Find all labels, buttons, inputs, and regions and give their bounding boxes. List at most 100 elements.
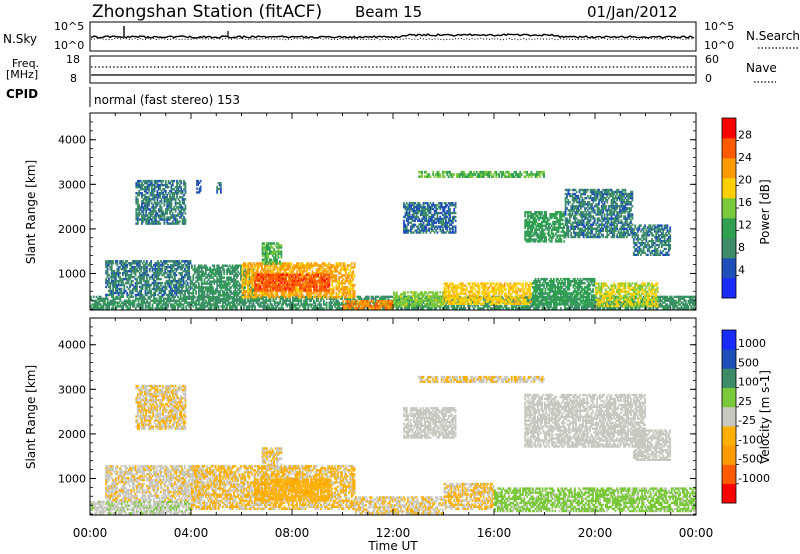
heatmap-cell <box>307 274 309 276</box>
heatmap-cell <box>161 282 163 284</box>
heatmap-cell <box>368 296 370 298</box>
heatmap-cell <box>151 202 153 204</box>
heatmap-cell <box>187 282 189 284</box>
heatmap-cell <box>135 300 137 302</box>
noise-sky-line <box>91 34 694 38</box>
heatmap-cell <box>142 294 144 296</box>
heatmap-cell <box>329 274 331 276</box>
heatmap-cell <box>150 260 152 262</box>
frequency-panel-frame <box>90 56 696 83</box>
heatmap-cell <box>235 298 237 300</box>
heatmap-cell <box>194 265 196 267</box>
heatmap-cell <box>145 298 147 300</box>
noise-right-tick-top: 10^5 <box>704 20 734 33</box>
heatmap-cell <box>191 265 193 267</box>
heatmap-cell <box>160 278 162 280</box>
beam-label: Beam 15 <box>355 3 422 21</box>
heatmap-cell <box>306 277 308 279</box>
heatmap-cell <box>465 307 467 309</box>
heatmap-cell <box>317 274 319 276</box>
heatmap-cell <box>112 260 114 262</box>
heatmap-cell <box>291 262 293 264</box>
heatmap-cell <box>223 276 225 278</box>
noise-search-line <box>91 38 694 39</box>
heatmap-cell <box>326 302 328 304</box>
heatmap-cell <box>281 250 283 252</box>
heatmap-cell <box>354 284 356 286</box>
noise-right-tick-bottom: 10^0 <box>704 39 734 52</box>
freq-tick-top: 18 <box>66 53 80 66</box>
heatmap-cell <box>354 262 356 264</box>
heatmap-cell <box>278 296 280 298</box>
heatmap-cell <box>190 260 192 262</box>
heatmap-cell <box>299 274 301 276</box>
heatmap-cell <box>323 307 325 309</box>
heatmap-cell <box>560 307 562 309</box>
heatmap-cell <box>148 188 150 190</box>
heatmap-cell <box>352 270 354 272</box>
heatmap-cell <box>354 274 356 276</box>
heatmap-cell <box>354 290 356 292</box>
noise-panel: N.Sky 10^5 10^0 10^5 10^0 N.Search <box>3 20 800 52</box>
heatmap-cell <box>212 286 214 288</box>
date-label: 01/Jan/2012 <box>587 3 678 21</box>
station-title: Zhongshan Station (fitACF) <box>92 2 322 22</box>
heatmap-cell <box>137 220 139 222</box>
heatmap-cell <box>151 180 153 182</box>
heatmap-cell <box>508 307 510 309</box>
heatmap-cell <box>303 296 305 298</box>
heatmap-cell <box>310 300 312 302</box>
heatmap-cell <box>260 285 262 287</box>
heatmap-cell <box>223 269 225 271</box>
heatmap-cell <box>279 300 281 302</box>
heatmap-cell <box>132 280 134 282</box>
heatmap-cell <box>277 292 279 294</box>
heatmap-cell <box>116 260 118 262</box>
heatmap-cell <box>320 303 322 305</box>
heatmap-cell <box>401 307 403 309</box>
heatmap-cell <box>132 296 134 298</box>
heatmap-cell <box>281 263 283 265</box>
heatmap-cell <box>204 298 206 300</box>
noise-left-tick-bottom: 10^0 <box>54 39 84 52</box>
heatmap-cell <box>121 288 123 290</box>
noise-left-tick-top: 10^5 <box>54 20 84 33</box>
heatmap-cell <box>323 300 325 302</box>
heatmap-cell <box>281 244 283 246</box>
heatmap-cell <box>310 289 312 291</box>
heatmap-cell <box>107 298 109 300</box>
heatmap-cell <box>344 262 346 264</box>
heatmap-cell <box>190 276 192 278</box>
heatmap-cell <box>93 296 95 298</box>
heatmap-cell <box>270 300 272 302</box>
nave-tick-top: 60 <box>705 53 719 66</box>
heatmap-cell <box>282 307 284 309</box>
nave-label: Nave <box>746 61 777 75</box>
nave-tick-bottom: 0 <box>705 72 712 85</box>
power-heatmap-cells <box>90 171 696 310</box>
heatmap-cell <box>218 305 220 307</box>
heatmap-cell <box>491 307 493 309</box>
cpid-panel: CPID normal (fast stereo) 153 <box>6 87 240 107</box>
heatmap-cell <box>104 300 106 302</box>
heatmap-cell <box>138 300 140 302</box>
heatmap-cell <box>276 259 278 261</box>
heatmap-cell <box>340 262 342 264</box>
cpid-text: normal (fast stereo) 153 <box>94 93 240 107</box>
heatmap-cell <box>351 262 353 264</box>
heatmap-cell <box>148 204 150 206</box>
freq-tick-bottom: 8 <box>70 72 77 85</box>
heatmap-cell <box>137 198 139 200</box>
heatmap-cell <box>320 300 322 302</box>
heatmap-cell <box>306 300 308 302</box>
freq-unit-label: [MHz] <box>6 68 38 81</box>
heatmap-cell <box>273 248 275 250</box>
heatmap-cell <box>361 298 363 300</box>
heatmap-cell <box>256 283 258 285</box>
heatmap-cell <box>156 298 158 300</box>
noise-right-label: N.Search <box>746 29 800 43</box>
heatmap-cell <box>254 305 256 307</box>
heatmap-cell <box>329 289 331 291</box>
noise-left-label: N.Sky <box>3 32 37 46</box>
